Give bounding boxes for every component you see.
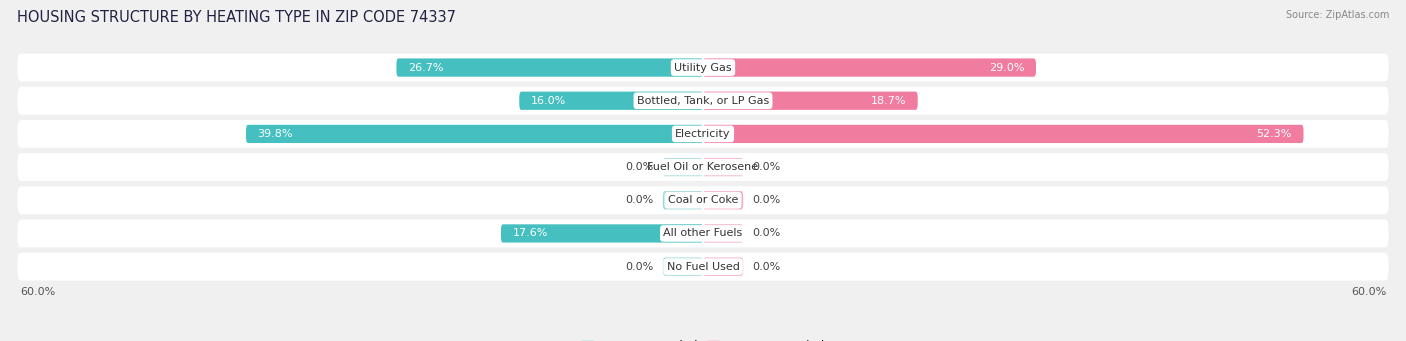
Text: 29.0%: 29.0% bbox=[988, 62, 1025, 73]
FancyBboxPatch shape bbox=[17, 186, 1389, 214]
Text: All other Fuels: All other Fuels bbox=[664, 228, 742, 238]
FancyBboxPatch shape bbox=[703, 125, 1303, 143]
Text: 17.6%: 17.6% bbox=[512, 228, 548, 238]
FancyBboxPatch shape bbox=[703, 257, 744, 276]
FancyBboxPatch shape bbox=[662, 191, 703, 209]
Text: 0.0%: 0.0% bbox=[752, 228, 780, 238]
Text: 18.7%: 18.7% bbox=[870, 96, 907, 106]
FancyBboxPatch shape bbox=[501, 224, 703, 242]
FancyBboxPatch shape bbox=[396, 58, 703, 77]
Text: 0.0%: 0.0% bbox=[752, 262, 780, 272]
FancyBboxPatch shape bbox=[17, 54, 1389, 81]
Text: 39.8%: 39.8% bbox=[257, 129, 292, 139]
Text: Source: ZipAtlas.com: Source: ZipAtlas.com bbox=[1285, 10, 1389, 20]
FancyBboxPatch shape bbox=[17, 120, 1389, 148]
FancyBboxPatch shape bbox=[703, 191, 744, 209]
Text: 60.0%: 60.0% bbox=[1351, 287, 1386, 297]
Text: 16.0%: 16.0% bbox=[531, 96, 567, 106]
FancyBboxPatch shape bbox=[519, 92, 703, 110]
FancyBboxPatch shape bbox=[17, 220, 1389, 247]
Text: Coal or Coke: Coal or Coke bbox=[668, 195, 738, 205]
Text: 26.7%: 26.7% bbox=[408, 62, 443, 73]
FancyBboxPatch shape bbox=[703, 158, 744, 176]
FancyBboxPatch shape bbox=[17, 153, 1389, 181]
FancyBboxPatch shape bbox=[703, 58, 1036, 77]
Text: 0.0%: 0.0% bbox=[752, 162, 780, 172]
FancyBboxPatch shape bbox=[246, 125, 703, 143]
Text: Fuel Oil or Kerosene: Fuel Oil or Kerosene bbox=[647, 162, 759, 172]
Text: Bottled, Tank, or LP Gas: Bottled, Tank, or LP Gas bbox=[637, 96, 769, 106]
Text: 0.0%: 0.0% bbox=[626, 195, 654, 205]
Legend: Owner-occupied, Renter-occupied: Owner-occupied, Renter-occupied bbox=[581, 340, 825, 341]
Text: 52.3%: 52.3% bbox=[1257, 129, 1292, 139]
FancyBboxPatch shape bbox=[703, 224, 744, 242]
FancyBboxPatch shape bbox=[17, 87, 1389, 115]
FancyBboxPatch shape bbox=[703, 92, 918, 110]
FancyBboxPatch shape bbox=[17, 253, 1389, 281]
Text: Utility Gas: Utility Gas bbox=[675, 62, 731, 73]
Text: 0.0%: 0.0% bbox=[752, 195, 780, 205]
Text: 60.0%: 60.0% bbox=[20, 287, 55, 297]
FancyBboxPatch shape bbox=[662, 257, 703, 276]
FancyBboxPatch shape bbox=[662, 158, 703, 176]
Text: 0.0%: 0.0% bbox=[626, 262, 654, 272]
Text: 0.0%: 0.0% bbox=[626, 162, 654, 172]
Text: Electricity: Electricity bbox=[675, 129, 731, 139]
Text: HOUSING STRUCTURE BY HEATING TYPE IN ZIP CODE 74337: HOUSING STRUCTURE BY HEATING TYPE IN ZIP… bbox=[17, 10, 456, 25]
Text: No Fuel Used: No Fuel Used bbox=[666, 262, 740, 272]
